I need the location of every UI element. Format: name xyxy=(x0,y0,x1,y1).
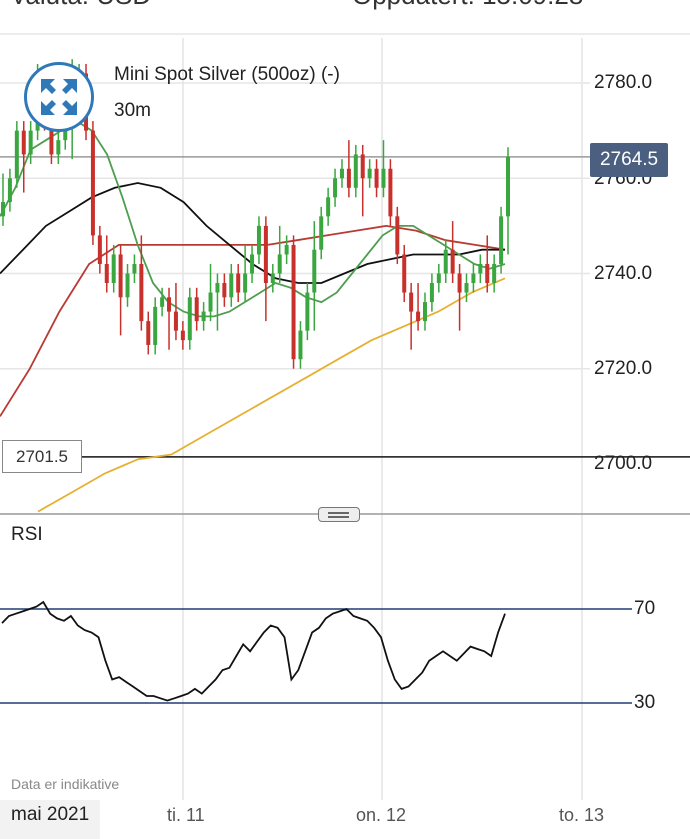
candle-body xyxy=(464,283,469,293)
candle-body xyxy=(422,302,427,322)
candle-body xyxy=(90,130,95,236)
candle-body xyxy=(173,311,178,331)
candle-body xyxy=(485,263,490,284)
candle-body xyxy=(353,154,358,188)
x-tick-ti-11: ti. 11 xyxy=(167,805,205,825)
candle-body xyxy=(118,254,123,298)
candle-body xyxy=(457,273,462,293)
candle-body xyxy=(256,225,261,255)
horizontal-line-tag[interactable]: 2701.5 xyxy=(2,440,82,473)
candle-body xyxy=(7,178,12,203)
candle-body xyxy=(132,263,137,274)
x-tick-on-12: on. 12 xyxy=(356,805,407,825)
candle-body xyxy=(367,168,372,179)
candle-body xyxy=(305,292,310,331)
rsi-line xyxy=(1,600,506,702)
candle-body xyxy=(1,202,5,217)
candle-body xyxy=(201,311,206,322)
candle-body xyxy=(270,273,275,284)
y-tick-2740: 2740.0 xyxy=(594,263,653,284)
candle-body xyxy=(125,273,130,298)
candle-body xyxy=(478,263,483,274)
candle-body xyxy=(381,168,386,188)
ma-orange-line xyxy=(37,277,506,513)
candle-body xyxy=(360,154,365,179)
candle-body xyxy=(14,130,19,179)
candle-body xyxy=(312,249,317,293)
candle-body xyxy=(263,225,268,284)
rsi-level-70: 70 xyxy=(634,598,656,619)
candle-body xyxy=(298,330,303,360)
candle-body xyxy=(284,244,289,255)
current-price-tag: 2764.5 xyxy=(590,143,668,177)
candle-body xyxy=(416,311,421,322)
candle-body xyxy=(443,249,448,274)
candle-body xyxy=(21,130,26,155)
rsi-label: RSI xyxy=(11,524,43,545)
candle-body xyxy=(56,140,61,155)
candle-body xyxy=(222,283,227,298)
candle-body xyxy=(395,216,400,255)
candle-body xyxy=(250,254,255,274)
candle-body xyxy=(492,263,497,284)
ma-green-line xyxy=(0,120,506,318)
expand-arrows-icon xyxy=(41,79,77,115)
x-tick-to-13: to. 13 xyxy=(559,805,605,825)
top-bar: Valuta: USD Oppdatert: 15:09:28 xyxy=(0,0,690,14)
candle-body xyxy=(180,330,185,341)
candle-body xyxy=(215,283,220,293)
candle-body xyxy=(346,168,351,188)
candle-body xyxy=(236,273,241,293)
disclaimer-note: Data er indikative xyxy=(11,776,120,792)
ma-red-line xyxy=(0,224,506,417)
candle-body xyxy=(167,297,172,312)
y-tick-2700: 2700.0 xyxy=(594,453,653,474)
drag-handle-icon[interactable] xyxy=(318,507,360,522)
rsi-level-30: 30 xyxy=(634,692,656,713)
candle-body xyxy=(111,254,116,284)
updated-text: Oppdatert: 15:09:28 xyxy=(352,0,583,11)
candle-body xyxy=(194,297,199,322)
candle-body xyxy=(333,178,338,198)
candle-body xyxy=(506,156,510,217)
y-tick-2720: 2720.0 xyxy=(594,358,653,379)
candle-body xyxy=(374,168,379,188)
chart-canvas[interactable] xyxy=(0,14,690,839)
candle-body xyxy=(388,168,393,217)
candle-body xyxy=(277,254,282,274)
candle-body xyxy=(153,306,158,345)
fullscreen-button[interactable] xyxy=(24,62,94,132)
candle-body xyxy=(436,273,441,284)
candle-body xyxy=(160,297,165,307)
candle-body xyxy=(187,297,192,341)
candle-body xyxy=(450,249,455,274)
candle-body xyxy=(229,273,234,298)
month-label: mai 2021 xyxy=(0,800,100,839)
candle-body xyxy=(409,292,414,312)
candle-body xyxy=(208,292,213,312)
candle-body xyxy=(291,244,296,360)
currency-text: Valuta: USD xyxy=(10,0,151,11)
candle-body xyxy=(139,263,144,322)
candle-body xyxy=(28,130,33,155)
candle-body xyxy=(402,254,407,293)
instrument-title: Mini Spot Silver (500oz) (-) xyxy=(114,64,340,85)
candle-body xyxy=(97,235,102,264)
candle-body xyxy=(499,216,504,264)
candle-body xyxy=(104,263,109,284)
candle-body xyxy=(339,168,344,179)
y-tick-2780: 2780.0 xyxy=(594,72,653,93)
candle-body xyxy=(326,197,331,217)
candle-body xyxy=(429,283,434,303)
interval-label[interactable]: 30m xyxy=(114,100,151,121)
candle-body xyxy=(243,273,248,293)
candle-body xyxy=(146,321,151,345)
candle-body xyxy=(49,121,54,155)
candle-body xyxy=(319,216,324,250)
candle-body xyxy=(471,273,476,284)
